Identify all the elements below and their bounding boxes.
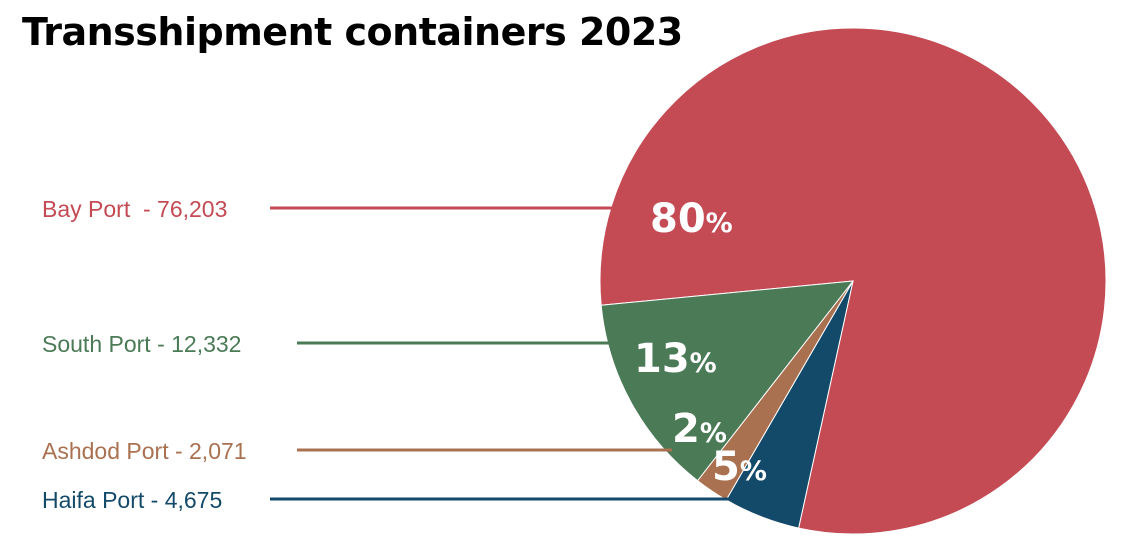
slice-percent-label-3: 2%	[672, 406, 727, 452]
slice-percent-label-2: 5%	[712, 444, 767, 490]
chart-title: Transshipment containers 2023	[22, 10, 683, 54]
slice-percent-label-4: 13%	[634, 336, 717, 382]
legend-label-1: Bay Port - 76,203	[42, 196, 227, 222]
legend-label-2: Haifa Port - 4,675	[42, 487, 222, 513]
slice-percent-label-1: 80%	[650, 196, 733, 242]
legend-label-4: South Port - 12,332	[42, 331, 241, 357]
pie-slice-4	[600, 280, 855, 482]
legend-label-3: Ashdod Port - 2,071	[42, 438, 247, 464]
